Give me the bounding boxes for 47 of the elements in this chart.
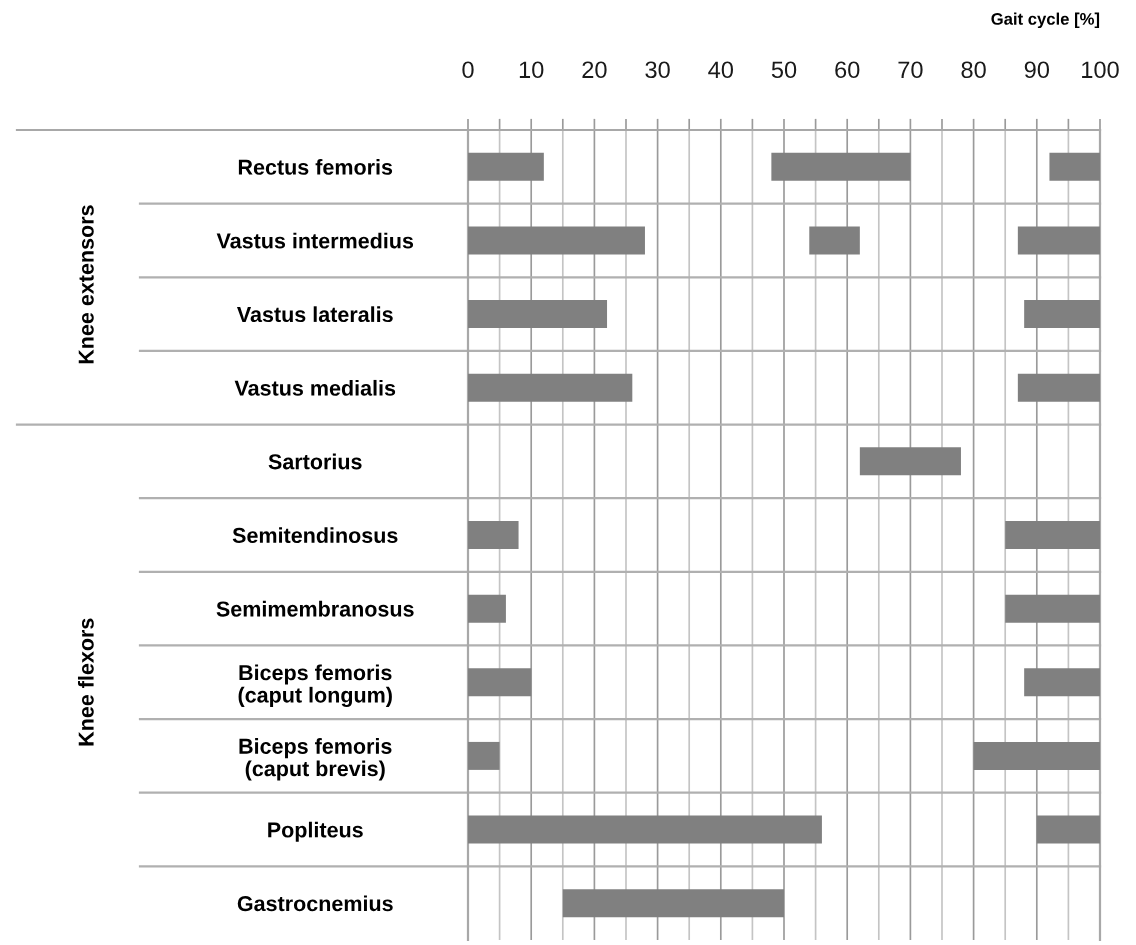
text: Knee extensors (78, 205, 94, 364)
x-tick-label: 30 (645, 61, 670, 79)
y-tick-label: Vastus lateralis (236, 306, 393, 323)
bar (468, 152, 544, 181)
y-tick-label: Gastrocnemius (237, 895, 393, 912)
x-tick-label: 10 (519, 61, 544, 79)
y-tick-label: Popliteus (268, 821, 363, 842)
bar (859, 447, 961, 476)
bar (468, 815, 822, 844)
bar (468, 521, 519, 549)
x-axis-title: Gait cycle [%] (991, 12, 1100, 29)
bar (468, 741, 500, 770)
bar (468, 373, 633, 402)
x-tick-label: 70 (898, 61, 923, 79)
y-tick-label: Vastus medialis (234, 379, 396, 396)
bar (1036, 815, 1100, 844)
bar (1005, 594, 1100, 623)
y-tick-label: Biceps femoris (caput longum) (238, 664, 392, 708)
y-tick-label: Semimembranosus (216, 600, 414, 617)
bar (973, 741, 1100, 770)
x-tick-label: 20 (582, 61, 607, 79)
bar (1017, 373, 1100, 402)
x-tick-label: 0 (462, 61, 474, 79)
bar (562, 889, 784, 918)
y-tick-label: Semitendinosus (232, 527, 398, 544)
x-tick-label: 60 (835, 61, 860, 79)
text: Knee flexors (77, 618, 94, 746)
bar (468, 300, 608, 329)
bar (1049, 152, 1100, 181)
bar (1017, 226, 1100, 255)
bar (809, 226, 860, 255)
bar (771, 152, 911, 181)
x-tick-label: 40 (708, 61, 734, 79)
bar (1024, 668, 1100, 697)
bar (468, 226, 645, 255)
y-tick-label: Sartorius (268, 453, 362, 470)
x-tick-label: 100 (1082, 61, 1119, 79)
x-tick-label: 90 (1024, 61, 1050, 79)
x-tick-label: 50 (771, 61, 797, 79)
y-tick-label: Biceps femoris (caput brevis) (239, 738, 392, 781)
y-tick-label: Vastus intermedius (216, 232, 414, 249)
x-tick-label: 80 (961, 61, 986, 79)
bar (1024, 300, 1100, 329)
bar (1005, 521, 1100, 549)
bar (468, 594, 506, 623)
bar (468, 668, 532, 697)
y-tick-label: Rectus femoris (238, 159, 393, 175)
